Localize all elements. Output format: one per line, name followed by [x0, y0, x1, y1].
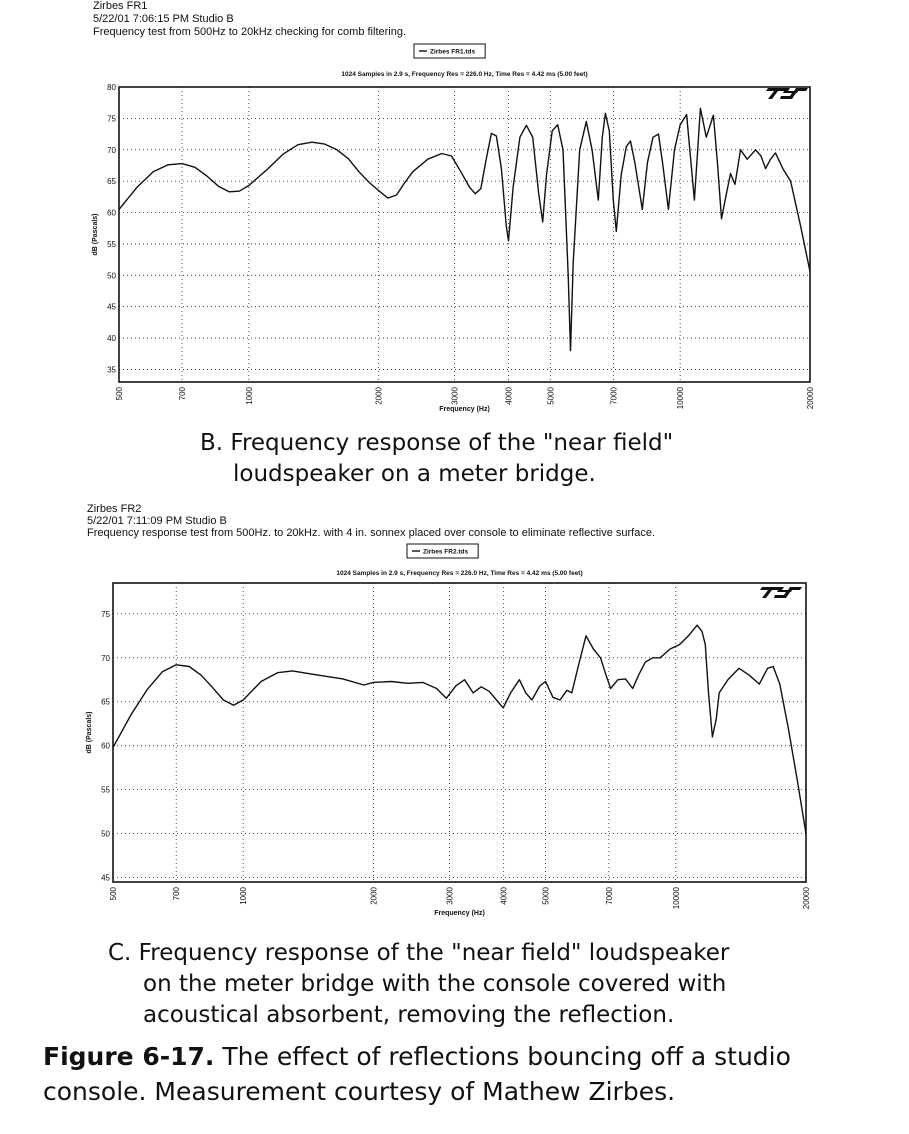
header-note: 5/22/01 7:06:15 PM Studio B — [93, 13, 234, 25]
x-axis-label: Frequency (Hz) — [434, 910, 485, 917]
legend: Zirbes FR2.tds — [406, 543, 479, 559]
legend-box — [413, 43, 486, 59]
y-tick-label: 75 — [107, 114, 116, 123]
caption-line: B. Frequency response of the "near field… — [200, 430, 673, 456]
caption-line: on the meter bridge with the console cov… — [143, 971, 726, 997]
x-tick-label: 4000 — [500, 886, 509, 904]
figure-text: console. Measurement courtesy of Mathew … — [43, 1077, 675, 1106]
chart-subtitle: 1024 Samples in 2.9 s, Frequency Res = 2… — [341, 71, 587, 78]
y-tick-label: 65 — [101, 698, 110, 707]
figure-caption: Figure 6-17. The effect of reflections bo… — [43, 1042, 791, 1071]
y-tick-label: 55 — [101, 786, 110, 795]
plot-frame — [112, 582, 807, 883]
header-note: 5/22/01 7:11:09 PM Studio B — [87, 515, 227, 527]
caption-line: acoustical absorbent, removing the refle… — [143, 1002, 674, 1028]
legend: Zirbes FR1.tds — [413, 43, 486, 59]
x-tick-label: 3000 — [446, 886, 455, 904]
x-tick-label: 7000 — [605, 886, 614, 904]
figure-label: Figure 6-17. — [43, 1042, 214, 1071]
x-tick-label: 1000 — [239, 886, 248, 904]
legend-label: Zirbes FR2.tds — [423, 549, 469, 556]
x-tick-label: 10000 — [676, 386, 685, 409]
x-tick-label: 4000 — [505, 386, 514, 404]
y-tick-label: 50 — [101, 830, 110, 839]
tef-logo — [760, 587, 802, 598]
chart-title: Zirbes FR1 — [93, 0, 147, 12]
y-tick-label: 65 — [107, 177, 116, 186]
x-tick-label: 5000 — [542, 886, 551, 904]
y-tick-label: 70 — [101, 654, 110, 663]
plot-frame — [118, 86, 811, 383]
y-tick-label: 55 — [107, 240, 116, 249]
caption-line: C. Frequency response of the "near field… — [108, 940, 730, 966]
x-tick-label: 1000 — [245, 386, 254, 404]
response-line — [112, 624, 807, 834]
x-tick-label: 20000 — [802, 886, 811, 909]
y-tick-label: 45 — [101, 874, 110, 883]
y-axis-label: dB (Pascals) — [92, 213, 99, 255]
y-tick-label: 60 — [107, 209, 116, 218]
header-note: Frequency test from 500Hz to 20kHz check… — [93, 26, 406, 38]
y-tick-label: 80 — [107, 83, 116, 92]
x-tick-label: 3000 — [451, 386, 460, 404]
y-axis-label: dB (Pascals) — [86, 711, 93, 753]
chart-title: Zirbes FR2 — [87, 503, 141, 515]
x-tick-label: 500 — [109, 886, 118, 900]
y-tick-label: 50 — [107, 271, 116, 280]
x-tick-label: 700 — [172, 886, 181, 900]
x-tick-label: 2000 — [369, 886, 378, 904]
x-tick-label: 700 — [178, 386, 187, 400]
y-tick-label: 45 — [107, 303, 116, 312]
x-tick-label: 20000 — [806, 386, 815, 409]
x-tick-label: 2000 — [375, 386, 384, 404]
tef-logo — [766, 88, 808, 99]
figure-text: The effect of reflections bouncing off a… — [221, 1042, 791, 1071]
x-tick-label: 7000 — [609, 386, 618, 404]
chart-subtitle: 1024 Samples in 2.9 s, Frequency Res = 2… — [336, 570, 582, 577]
response-line — [118, 107, 811, 352]
x-axis-label: Frequency (Hz) — [439, 406, 490, 413]
legend-box — [406, 543, 479, 559]
y-tick-label: 60 — [101, 742, 110, 751]
header-note: Frequency response test from 500Hz. to 2… — [87, 527, 655, 539]
y-tick-label: 40 — [107, 334, 116, 343]
x-tick-label: 500 — [115, 386, 124, 400]
y-tick-label: 35 — [107, 365, 116, 374]
legend-label: Zirbes FR1.tds — [430, 49, 476, 56]
y-tick-label: 75 — [101, 610, 110, 619]
x-tick-label: 10000 — [672, 886, 681, 909]
caption-line: loudspeaker on a meter bridge. — [233, 461, 596, 487]
x-tick-label: 5000 — [546, 386, 555, 404]
y-tick-label: 70 — [107, 146, 116, 155]
